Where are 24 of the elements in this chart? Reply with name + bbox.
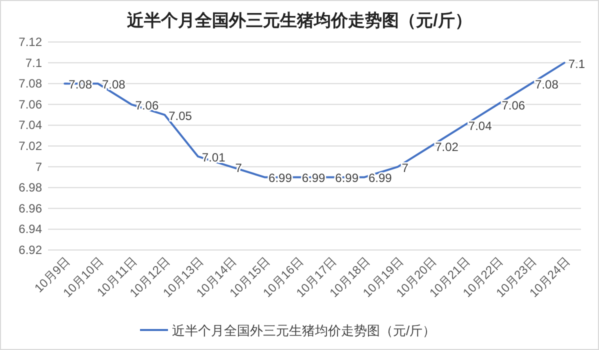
data-label: 7.06 bbox=[135, 98, 159, 112]
chart-title: 近半个月全国外三元生猪均价走势图（元/斤） bbox=[126, 11, 472, 30]
y-tick-label: 6.96 bbox=[18, 201, 42, 216]
y-tick-label: 6.94 bbox=[18, 222, 42, 236]
data-label: 7.05 bbox=[168, 108, 192, 123]
data-label: 6.99 bbox=[368, 171, 392, 186]
y-tick-label: 7 bbox=[35, 160, 42, 174]
data-label: 7.02 bbox=[435, 140, 459, 154]
data-label: 7.04 bbox=[468, 119, 492, 134]
y-tick-label: 7.04 bbox=[18, 118, 42, 132]
y-tick-label: 6.98 bbox=[18, 180, 42, 195]
data-label: 7 bbox=[402, 160, 409, 175]
y-tick-label: 7.02 bbox=[18, 139, 42, 153]
data-label: 7.08 bbox=[535, 78, 559, 92]
y-tick-label: 7.12 bbox=[18, 35, 42, 49]
data-label: 7.08 bbox=[102, 78, 126, 92]
legend-label: 近半个月全国外三元生猪均价走势图（元/斤） bbox=[172, 323, 436, 338]
data-label: 7.01 bbox=[202, 150, 226, 164]
data-label: 7.1 bbox=[568, 56, 586, 71]
y-tick-label: 6.92 bbox=[18, 243, 42, 257]
data-label: 7.06 bbox=[502, 98, 526, 112]
y-tick-label: 7.06 bbox=[18, 97, 42, 112]
y-tick-label: 7.08 bbox=[18, 76, 42, 91]
y-tick-label: 7.1 bbox=[25, 56, 42, 70]
